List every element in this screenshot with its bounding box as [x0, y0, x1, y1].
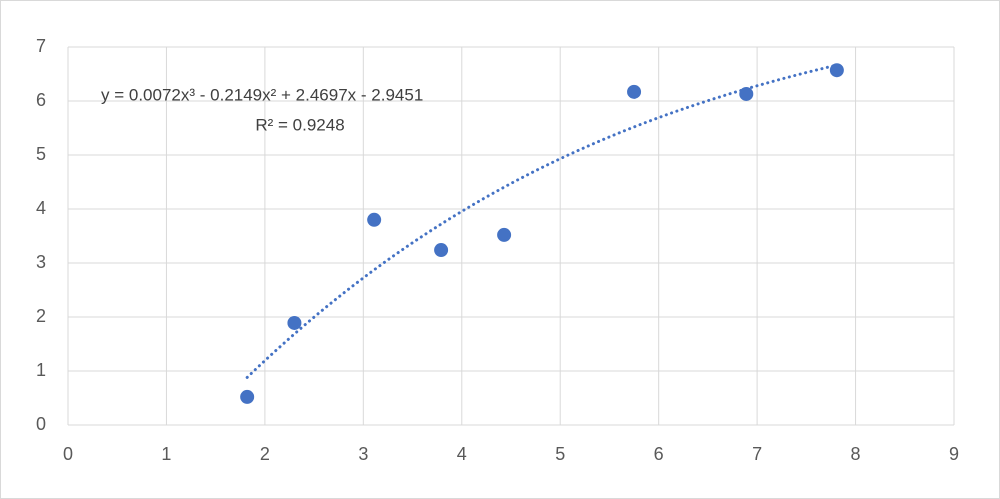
trendline-r-squared: R² = 0.9248: [255, 115, 344, 134]
y-tick-label: 2: [36, 306, 46, 326]
x-tick-label: 3: [358, 444, 368, 464]
grid: 0 1 2 3 4 5 6 7 0 1 2 3 4 5 6 7 8 9: [36, 36, 959, 464]
y-tick-label: 0: [36, 414, 46, 434]
data-point: [497, 227, 512, 242]
y-tick-label: 4: [36, 198, 46, 218]
y-tick-label: 3: [36, 252, 46, 272]
x-tick-label: 8: [851, 444, 861, 464]
x-tick-label: 5: [555, 444, 565, 464]
x-tick-label: 0: [63, 444, 73, 464]
data-point: [739, 86, 754, 101]
trendline-equation: y = 0.0072x³ - 0.2149x² + 2.4697x - 2.94…: [101, 85, 423, 104]
plot: [240, 63, 844, 404]
x-tick-label: 7: [752, 444, 762, 464]
x-tick-label: 2: [260, 444, 270, 464]
y-tick-label: 6: [36, 90, 46, 110]
y-tick-label: 1: [36, 360, 46, 380]
data-point: [367, 212, 382, 227]
x-tick-label: 6: [654, 444, 664, 464]
y-tick-label: 7: [36, 36, 46, 56]
x-tick-label: 4: [457, 444, 467, 464]
y-tick-label: 5: [36, 144, 46, 164]
data-point: [434, 243, 449, 258]
x-tick-label: 1: [161, 444, 171, 464]
data-point: [240, 389, 255, 404]
data-point: [627, 84, 642, 99]
x-tick-label: 9: [949, 444, 959, 464]
data-point: [287, 315, 302, 330]
data-point: [829, 63, 844, 78]
trendline: [245, 63, 839, 379]
